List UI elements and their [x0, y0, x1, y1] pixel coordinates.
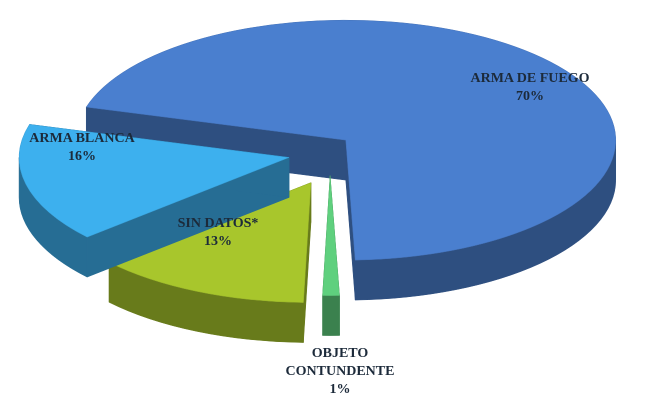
category-label: SIN DATOS*	[177, 216, 259, 231]
pie-slice	[108, 182, 312, 303]
value-label: 16%	[68, 149, 96, 164]
category-label: ARMA BLANCA	[29, 131, 135, 146]
value-label: 13%	[204, 234, 232, 249]
slice-label: ARMA DE FUEGO 70%	[455, 70, 605, 106]
category-label: ARMA DE FUEGO	[470, 71, 590, 86]
pie-slice	[18, 124, 290, 238]
value-label: 70%	[516, 89, 544, 104]
slice-label: SIN DATOS* 13%	[158, 215, 278, 251]
category-label: OBJETO CONTUNDENTE	[285, 346, 395, 379]
pie-slice	[322, 175, 340, 296]
slice-edge	[322, 295, 340, 336]
value-label: 1%	[329, 382, 351, 397]
pie-slice	[85, 19, 616, 261]
slice-label: ARMA BLANCA 16%	[17, 130, 147, 166]
slice-label: OBJETO CONTUNDENTE 1%	[285, 345, 395, 399]
